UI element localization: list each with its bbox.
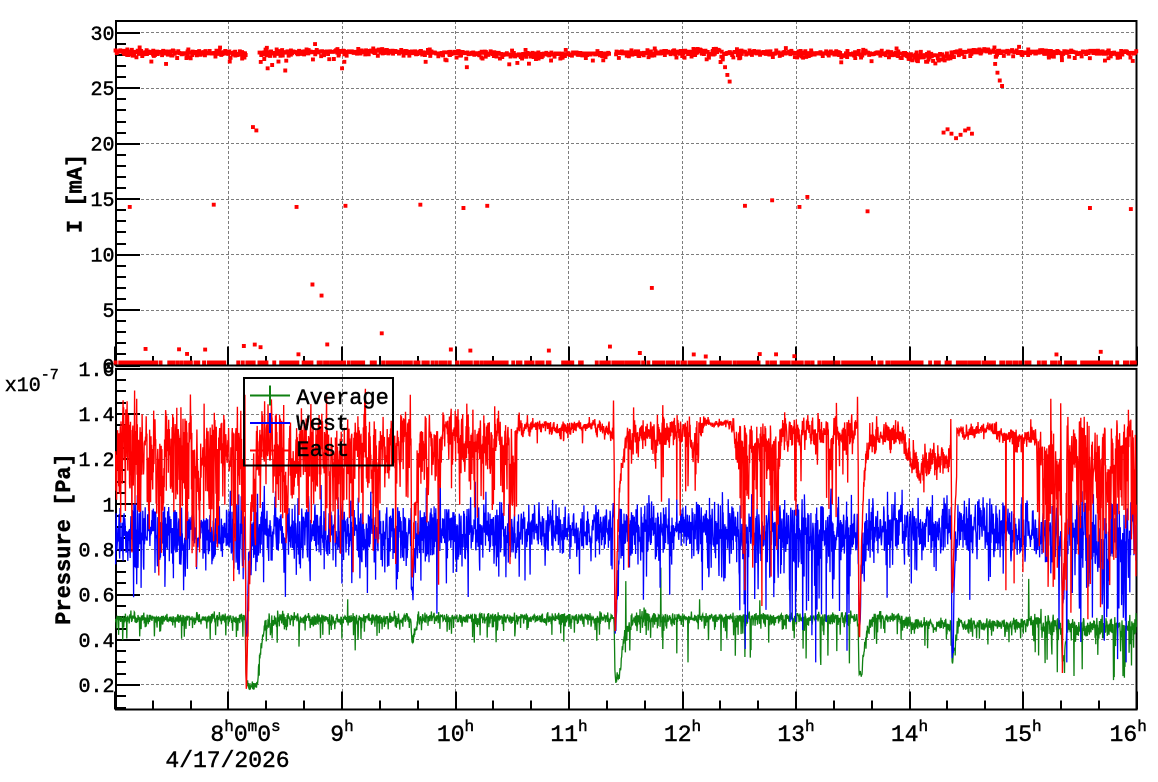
svg-text:East: East [296,438,349,463]
svg-text:1.4: 1.4 [78,405,114,428]
svg-text:8h0m0s: 8h0m0s [210,718,280,748]
svg-text:1.6: 1.6 [78,360,114,383]
svg-text:1.2: 1.2 [78,450,114,473]
svg-text:0.6: 0.6 [78,586,114,609]
svg-text:30: 30 [90,24,114,47]
svg-text:20: 20 [90,135,114,158]
svg-text:0: 0 [102,357,114,380]
svg-text:0.4: 0.4 [78,631,114,654]
svg-text:West: West [296,412,349,437]
svg-text:Pressure [Pa]: Pressure [Pa] [52,453,77,625]
svg-text:10: 10 [90,246,114,269]
svg-text:Average: Average [296,386,388,411]
svg-text:4/17/2026: 4/17/2026 [165,748,289,774]
svg-text:0.8: 0.8 [78,541,114,564]
svg-text:15: 15 [90,190,114,213]
svg-text:5: 5 [102,301,114,324]
svg-text:16h: 16h [1110,718,1147,748]
svg-text:25: 25 [90,79,114,102]
svg-text:I [mA]: I [mA] [64,154,89,233]
svg-text:1: 1 [102,495,114,518]
svg-text:15h: 15h [1004,718,1041,748]
svg-text:0.2: 0.2 [78,676,114,699]
svg-text:11h: 11h [550,718,587,748]
